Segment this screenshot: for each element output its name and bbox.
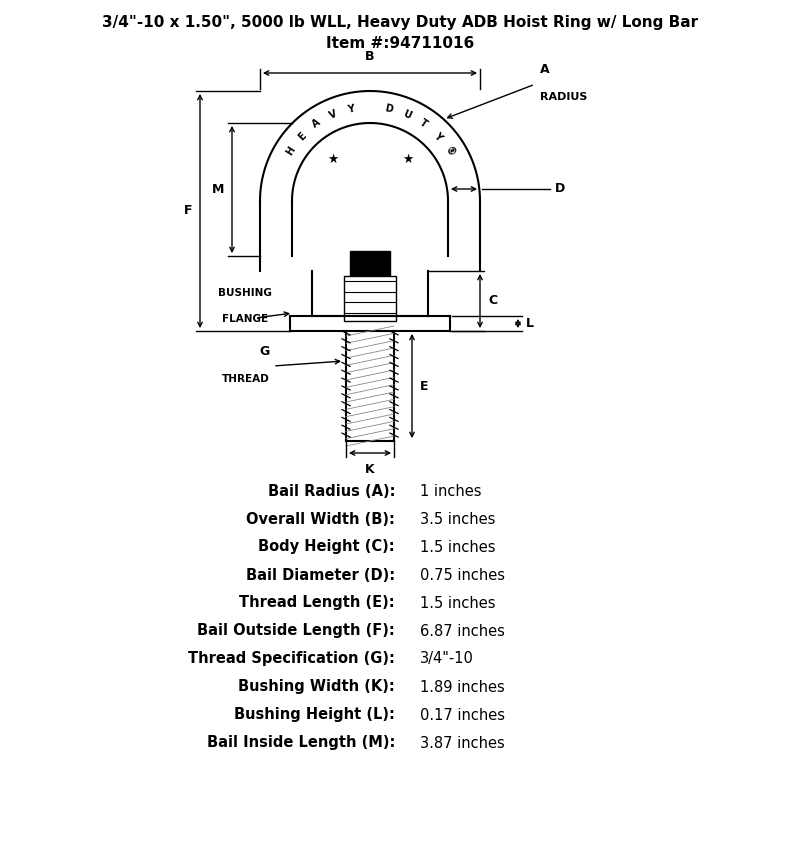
Text: Bail Radius (A):: Bail Radius (A): bbox=[267, 484, 395, 499]
Text: C: C bbox=[488, 294, 497, 307]
Text: D: D bbox=[555, 183, 566, 195]
Text: 0.75 inches: 0.75 inches bbox=[420, 567, 505, 583]
Text: FLANGE: FLANGE bbox=[222, 314, 268, 324]
Text: 3.87 inches: 3.87 inches bbox=[420, 735, 505, 751]
Text: Bail Outside Length (F):: Bail Outside Length (F): bbox=[198, 623, 395, 639]
Text: Thread Length (E):: Thread Length (E): bbox=[239, 596, 395, 610]
Text: 3/4"-10 x 1.50", 5000 lb WLL, Heavy Duty ADB Hoist Ring w/ Long Bar: 3/4"-10 x 1.50", 5000 lb WLL, Heavy Duty… bbox=[102, 15, 698, 30]
Bar bbox=[344, 276, 396, 321]
Text: A: A bbox=[540, 63, 550, 77]
Text: L: L bbox=[526, 317, 534, 330]
Text: Bushing Height (L):: Bushing Height (L): bbox=[234, 708, 395, 722]
Text: F: F bbox=[183, 205, 192, 218]
Text: 3.5 inches: 3.5 inches bbox=[420, 511, 495, 526]
Text: 6.87 inches: 6.87 inches bbox=[420, 623, 505, 639]
Text: Body Height (C):: Body Height (C): bbox=[258, 540, 395, 554]
Text: THREAD: THREAD bbox=[222, 374, 270, 384]
Text: Bail Inside Length (M):: Bail Inside Length (M): bbox=[206, 735, 395, 751]
Text: Overall Width (B):: Overall Width (B): bbox=[246, 511, 395, 526]
Text: U: U bbox=[402, 108, 413, 121]
Text: Bail Diameter (D):: Bail Diameter (D): bbox=[246, 567, 395, 583]
Text: H: H bbox=[284, 146, 297, 158]
Text: Bushing Width (K):: Bushing Width (K): bbox=[238, 679, 395, 695]
Text: G: G bbox=[260, 345, 270, 358]
Text: Item #:94711016: Item #:94711016 bbox=[326, 35, 474, 51]
Text: Y: Y bbox=[432, 130, 444, 142]
Text: K: K bbox=[365, 463, 375, 476]
Text: B: B bbox=[366, 50, 374, 63]
Text: 1.5 inches: 1.5 inches bbox=[420, 596, 495, 610]
Text: 1 inches: 1 inches bbox=[420, 484, 482, 499]
Text: 1.5 inches: 1.5 inches bbox=[420, 540, 495, 554]
Text: M: M bbox=[212, 183, 224, 196]
Text: ★: ★ bbox=[327, 153, 338, 166]
Text: Thread Specification (G):: Thread Specification (G): bbox=[188, 652, 395, 666]
Text: RADIUS: RADIUS bbox=[540, 92, 587, 102]
Bar bbox=[350, 251, 390, 276]
Text: A: A bbox=[310, 118, 322, 130]
Text: Y: Y bbox=[346, 103, 355, 115]
Text: 1.89 inches: 1.89 inches bbox=[420, 679, 505, 695]
Text: T: T bbox=[418, 118, 430, 130]
Text: D: D bbox=[384, 103, 394, 115]
Text: E: E bbox=[420, 380, 429, 393]
Text: ®: ® bbox=[443, 145, 457, 158]
Text: BUSHING: BUSHING bbox=[218, 288, 272, 298]
Text: ★: ★ bbox=[402, 153, 413, 166]
Text: 3/4"-10: 3/4"-10 bbox=[420, 652, 474, 666]
Text: 0.17 inches: 0.17 inches bbox=[420, 708, 505, 722]
Text: E: E bbox=[296, 130, 308, 142]
Text: V: V bbox=[327, 108, 338, 121]
